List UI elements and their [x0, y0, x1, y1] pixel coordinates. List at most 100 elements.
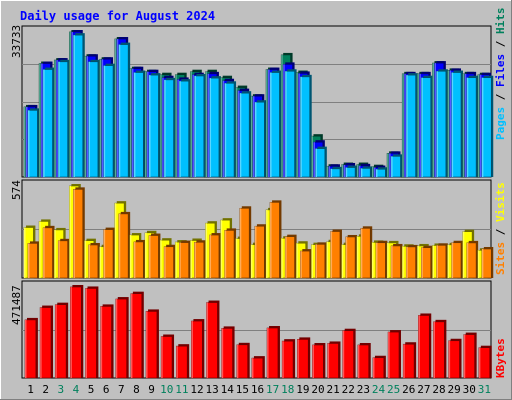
x-tick-label-day-16: 16	[251, 383, 264, 396]
bar-sites-day-3	[57, 238, 70, 279]
bar-pages-day-19	[300, 74, 312, 178]
bar-sites-day-7	[118, 211, 131, 279]
bar-pages-day-10	[163, 77, 176, 178]
bar-kbytes-day-2	[39, 305, 54, 379]
legend-kbytes: KBytes	[494, 338, 507, 378]
bar-pages-day-14	[224, 81, 237, 178]
bar-pages-day-6	[103, 63, 116, 178]
bar-kbytes-day-14	[221, 326, 235, 379]
bar-kbytes-day-24	[372, 355, 386, 379]
bar-pages-day-1	[27, 108, 40, 178]
bar-sites-day-18	[284, 234, 297, 279]
bar-pages-day-22	[345, 165, 358, 178]
bar-pages-day-20	[315, 146, 327, 178]
bar-sites-day-2	[42, 225, 55, 279]
bar-sites-day-11	[178, 240, 191, 279]
bar-kbytes-day-29	[448, 338, 462, 379]
x-tick-label-day-13: 13	[205, 383, 218, 396]
bar-pages-day-2	[42, 67, 55, 178]
bar-kbytes-day-15	[236, 342, 250, 379]
legend-sep-2: /	[494, 34, 507, 54]
bar-kbytes-day-6	[100, 304, 114, 379]
x-tick-label-day-22: 22	[342, 383, 355, 396]
bar-sites-day-27	[421, 245, 433, 279]
bar-pages-day-23	[360, 166, 373, 178]
bar-pages-day-28	[436, 69, 448, 178]
bar-pages-day-29	[451, 70, 463, 178]
bar-sites-day-24	[375, 240, 388, 279]
bar-kbytes-day-8	[130, 291, 144, 379]
bar-kbytes-day-17	[266, 326, 280, 379]
x-tick-label-day-19: 19	[296, 383, 309, 396]
bar-pages-day-31	[481, 75, 494, 178]
bar-sites-day-20	[315, 242, 327, 279]
x-tick-label-day-24: 24	[372, 383, 386, 396]
x-axis-labels: 1 2 3 4 5 6 7 8 9 10 11 12 13 14 15 16 17 18 19 20 21 22 23 24 2…	[27, 383, 491, 396]
bar-kbytes-day-16	[251, 356, 265, 379]
x-tick-label-day-9: 9	[148, 383, 155, 396]
bar-sites-day-8	[133, 239, 146, 279]
bar-pages-day-30	[466, 75, 479, 178]
bar-sites-day-13	[209, 233, 221, 279]
bar-kbytes-day-11	[175, 344, 190, 379]
kbytes-ymax-label: 471487	[10, 285, 23, 325]
bar-pages-day-7	[118, 42, 131, 178]
bars	[23, 30, 494, 379]
bar-kbytes-day-10	[160, 334, 175, 379]
x-tick-label-day-21: 21	[327, 383, 340, 396]
bar-pages-day-18	[284, 69, 297, 178]
bar-sites-day-29	[451, 240, 463, 279]
bar-kbytes-day-23	[357, 342, 371, 379]
x-tick-label-day-15: 15	[236, 383, 249, 396]
bar-pages-day-21	[330, 166, 342, 178]
x-tick-label-day-2: 2	[42, 383, 49, 396]
bar-sites-day-30	[466, 240, 479, 279]
x-tick-label-day-12: 12	[190, 383, 203, 396]
bar-sites-day-4	[73, 187, 85, 279]
legend-sites: Sites	[494, 242, 507, 275]
hits-panel-legend: Pages / Files / Hits	[494, 8, 507, 141]
bar-pages-day-16	[254, 100, 267, 178]
bar-sites-day-6	[103, 227, 116, 279]
bar-sites-day-5	[88, 242, 100, 279]
legend-sep-1: /	[494, 87, 507, 107]
bar-sites-day-9	[148, 233, 161, 279]
bar-kbytes-day-22	[342, 328, 356, 379]
bar-pages-day-4	[73, 33, 85, 178]
bar-pages-day-3	[57, 59, 70, 178]
bar-sites-day-14	[224, 228, 237, 279]
bar-sites-day-19	[300, 249, 312, 279]
bar-kbytes-day-27	[418, 313, 432, 379]
visits-ymax-label: 574	[10, 180, 23, 200]
x-tick-label-day-1: 1	[27, 383, 34, 396]
x-tick-label-day-26: 26	[402, 383, 415, 396]
x-tick-label-day-5: 5	[88, 383, 95, 396]
bar-sites-day-16	[254, 224, 267, 279]
bar-sites-day-21	[330, 229, 342, 279]
bar-sites-day-31	[481, 246, 494, 279]
x-tick-label-day-29: 29	[448, 383, 461, 396]
legend-hits: Hits	[494, 8, 507, 35]
bar-sites-day-12	[194, 240, 206, 279]
bar-kbytes-day-12	[191, 319, 205, 379]
x-tick-label-day-20: 20	[311, 383, 324, 396]
x-tick-label-day-18: 18	[281, 383, 294, 396]
legend-files: Files	[494, 54, 507, 87]
x-tick-label-day-25: 25	[387, 383, 400, 396]
bar-kbytes-day-30	[463, 332, 477, 379]
visits-panel-legend: Sites / Visits	[494, 182, 507, 275]
bar-pages-day-26	[405, 73, 418, 178]
bar-pages-day-24	[375, 167, 388, 178]
legend-pages: Pages	[494, 107, 507, 140]
legend-sep-3: /	[494, 222, 507, 242]
bar-kbytes-day-26	[402, 342, 417, 379]
x-tick-label-day-14: 14	[221, 383, 235, 396]
legend-visits: Visits	[494, 182, 507, 222]
bar-sites-day-1	[27, 241, 40, 279]
hits-ymax-label: 33733	[10, 25, 23, 58]
kbytes-panel-legend: KBytes	[494, 338, 507, 378]
bar-pages-day-5	[88, 59, 100, 178]
x-tick-label-day-28: 28	[432, 383, 445, 396]
bar-pages-day-11	[178, 79, 191, 178]
